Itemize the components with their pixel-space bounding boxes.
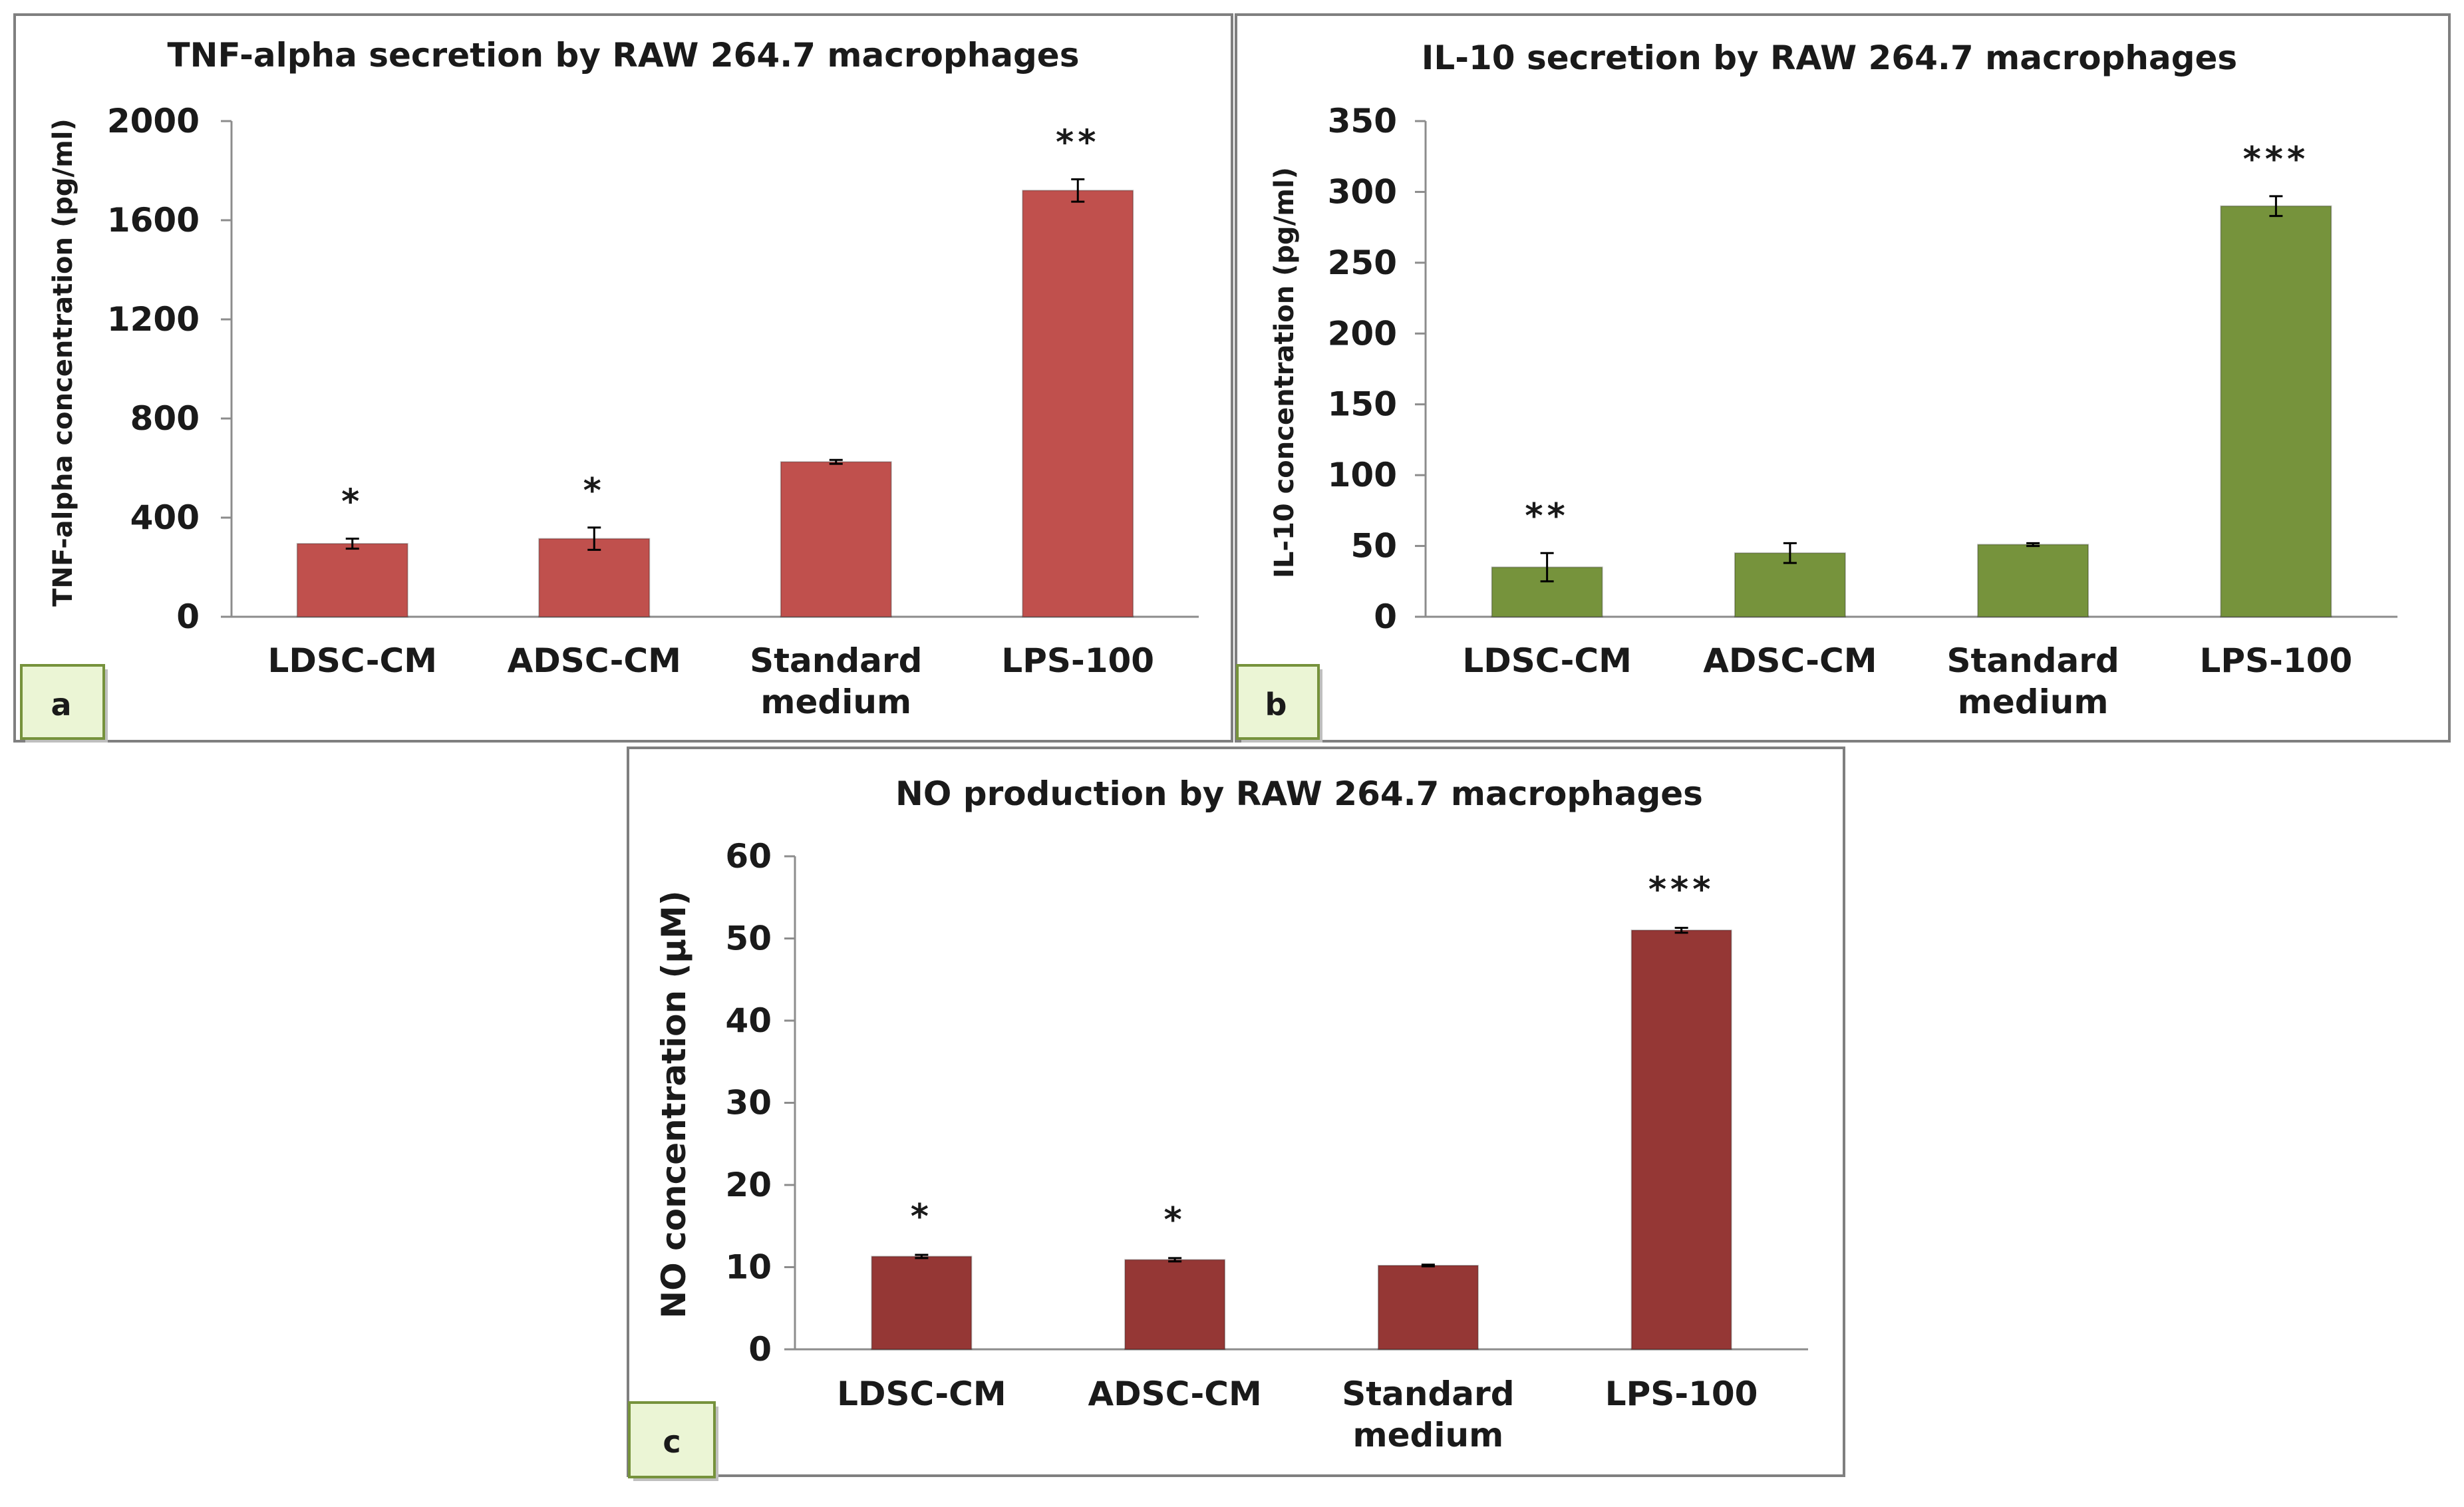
significance-marker: * [911,1197,933,1237]
y-tick-label: 60 [725,837,772,876]
y-tick-label: 150 [1328,385,1397,424]
significance-marker: * [583,471,605,511]
category-label: LPS-100 [1001,641,1154,680]
category-label: LDSC-CM [1462,641,1631,680]
panel-label-box [20,664,105,740]
bar [1124,1259,1226,1351]
y-tick-label: 40 [725,1001,772,1040]
bar [1630,929,1732,1350]
bar [1977,544,2089,618]
chart-panel-b: IL-10 secretion by RAW 264.7 macrophages… [1236,39,2397,743]
chart-title: IL-10 secretion by RAW 264.7 macrophages [1422,39,2237,77]
bar [538,538,651,617]
y-axis-label: NO concentration (µM) [655,890,693,1318]
panel-label: a [51,687,71,723]
category-label: ADSC-CM [508,641,681,680]
y-tick-label: 50 [1350,527,1397,566]
chart-title: TNF-alpha secretion by RAW 264.7 macroph… [168,36,1080,75]
y-tick-label: 400 [130,498,200,537]
category-label: LPS-100 [2200,641,2353,680]
y-tick-label: 350 [1328,102,1397,140]
bar [2220,205,2332,617]
category-label: medium [1353,1416,1504,1454]
category-label: medium [1958,683,2109,721]
category-label: ADSC-CM [1703,641,1877,680]
significance-marker: *** [1648,870,1715,910]
y-tick-label: 2000 [107,102,200,140]
y-tick-label: 800 [130,399,200,438]
y-tick-label: 10 [725,1248,772,1287]
significance-marker: ** [1056,123,1100,163]
y-tick-label: 20 [725,1166,772,1204]
y-tick-label: 0 [176,597,200,636]
y-tick-label: 0 [748,1330,772,1369]
panel-label: c [663,1424,681,1460]
y-tick-label: 200 [1328,314,1397,353]
y-tick-label: 300 [1328,172,1397,211]
significance-marker: * [341,482,363,522]
bar [1377,1265,1479,1351]
y-tick-label: 30 [725,1084,772,1122]
category-label: LPS-100 [1605,1375,1758,1413]
panel-label: b [1265,687,1287,723]
category-label: Standard [750,641,922,680]
significance-marker: * [1164,1200,1186,1240]
category-label: Standard [1342,1375,1514,1413]
bar [1022,190,1134,617]
category-label: Standard [1947,641,2119,680]
y-tick-label: 50 [725,920,772,958]
bar [780,461,892,617]
y-axis-label: TNF-alpha concentration (pg/ml) [48,118,78,607]
chart-panel-c: NO production by RAW 264.7 macrophages NO… [628,774,1808,1481]
y-tick-label: 100 [1328,456,1397,494]
y-tick-label: 250 [1328,244,1397,282]
bar [871,1256,973,1350]
chart-title: NO production by RAW 264.7 macrophages [895,774,1703,813]
significance-marker: *** [2243,140,2310,180]
category-label: medium [760,683,911,721]
y-axis-label: IL-10 concentration (pg/ml) [1269,167,1300,578]
category-label: LDSC-CM [268,641,437,680]
panel-label-box [628,1401,716,1478]
chart-panel-a: TNF-alpha secretion by RAW 264.7 macroph… [20,36,1199,743]
bar [296,543,408,617]
y-tick-label: 1200 [107,300,200,339]
category-label: LDSC-CM [837,1375,1006,1413]
y-tick-label: 1600 [107,201,200,240]
panel-label-box [1236,664,1320,740]
category-label: ADSC-CM [1088,1375,1261,1413]
y-tick-label: 0 [1374,597,1397,636]
significance-marker: ** [1525,496,1569,536]
